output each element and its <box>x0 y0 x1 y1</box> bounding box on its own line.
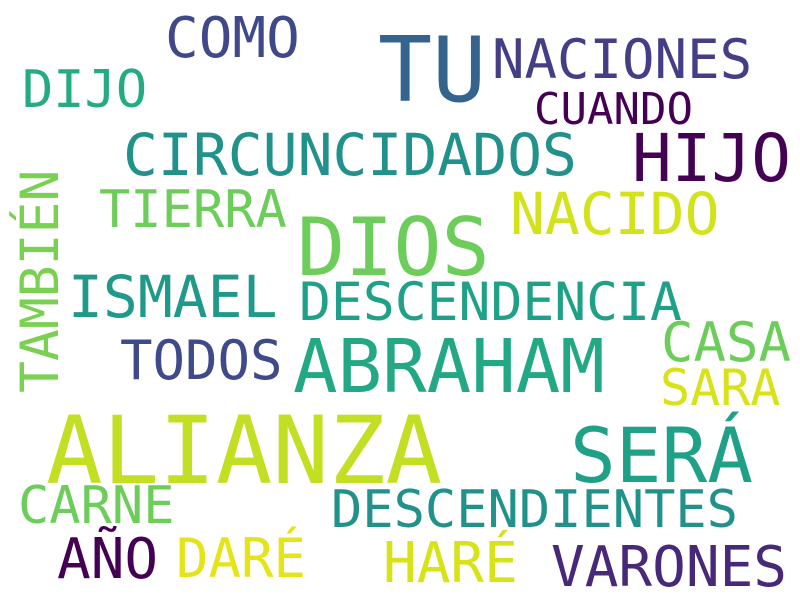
word-tu: TU <box>378 18 487 123</box>
word-dios: DIOS <box>297 201 490 294</box>
word-ano: AÑO <box>57 527 159 592</box>
word-hare: HARÉ <box>383 531 518 596</box>
word-carne: CARNE <box>18 476 175 536</box>
word-tierra: TIERRA <box>99 180 287 240</box>
word-sera: SERÁ <box>570 411 754 500</box>
word-naciones: NACIONES <box>492 28 753 91</box>
word-tambien: TAMBIÉN <box>10 169 71 393</box>
word-alianza: ALIANZA <box>46 397 443 506</box>
word-cuando: CUANDO <box>534 84 693 135</box>
word-abraham: ABRAHAM <box>293 324 605 410</box>
word-descendientes: DESCENDIENTES <box>331 480 738 540</box>
word-hijo: HIJO <box>632 120 791 197</box>
word-circuncidados: CIRCUNCIDADOS <box>123 121 577 189</box>
word-dare: DARÉ <box>176 527 307 590</box>
word-todos: TODOS <box>120 329 283 392</box>
word-como: COMO <box>165 6 300 71</box>
word-dijo: DIJO <box>22 60 148 120</box>
word-varones: VARONES <box>551 535 788 600</box>
word-casa: CASA <box>661 311 792 374</box>
word-ismael: ISMAEL <box>68 263 278 331</box>
word-nacido: NACIDO <box>510 180 720 248</box>
word-sara: SARA <box>660 359 781 417</box>
word-descendencia: DESCENDENCIA <box>299 272 682 333</box>
